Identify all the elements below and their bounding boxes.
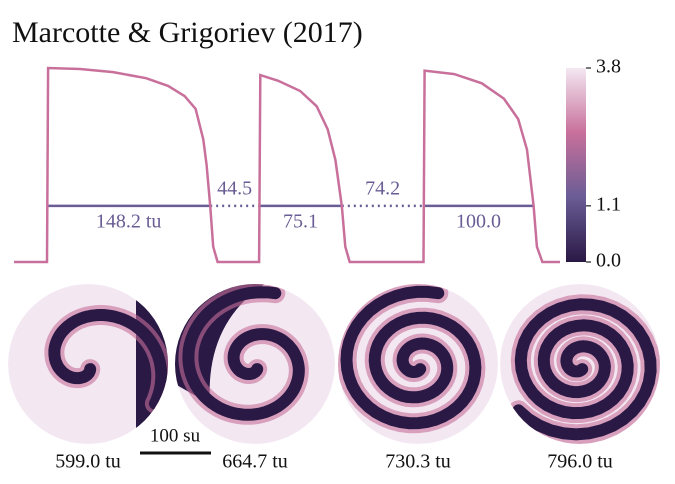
spiral-wave — [182, 286, 305, 421]
scale-bar-label: 100 su — [150, 425, 201, 446]
snapshot-time-label: 730.3 tu — [385, 451, 451, 473]
apd-label: 148.2 tu — [96, 210, 162, 232]
voltage-trace — [14, 66, 560, 264]
colorbar-tick-label: 1.1 — [596, 193, 621, 215]
colorbar-tick-label: 0.0 — [596, 250, 621, 272]
spiral-wave — [48, 309, 168, 410]
colorbar — [566, 68, 586, 262]
snapshot-time-label: 796.0 tu — [547, 451, 613, 473]
spiral-wave — [340, 285, 482, 430]
snapshot — [175, 284, 335, 444]
di-label: 44.5 — [217, 177, 252, 199]
snapshot-time-label: 599.0 tu — [55, 451, 121, 473]
apd-label: 75.1 — [283, 210, 318, 232]
snapshot — [500, 284, 660, 444]
apd-label: 100.0 — [456, 210, 501, 232]
spiral-wave — [512, 298, 657, 441]
colorbar-tick-label: 3.8 — [596, 56, 621, 78]
snapshot-time-label: 664.7 tu — [222, 451, 288, 473]
di-label: 74.2 — [365, 177, 400, 199]
snapshot — [338, 284, 498, 444]
chart-title: Marcotte & Grigoriev (2017) — [12, 16, 363, 49]
